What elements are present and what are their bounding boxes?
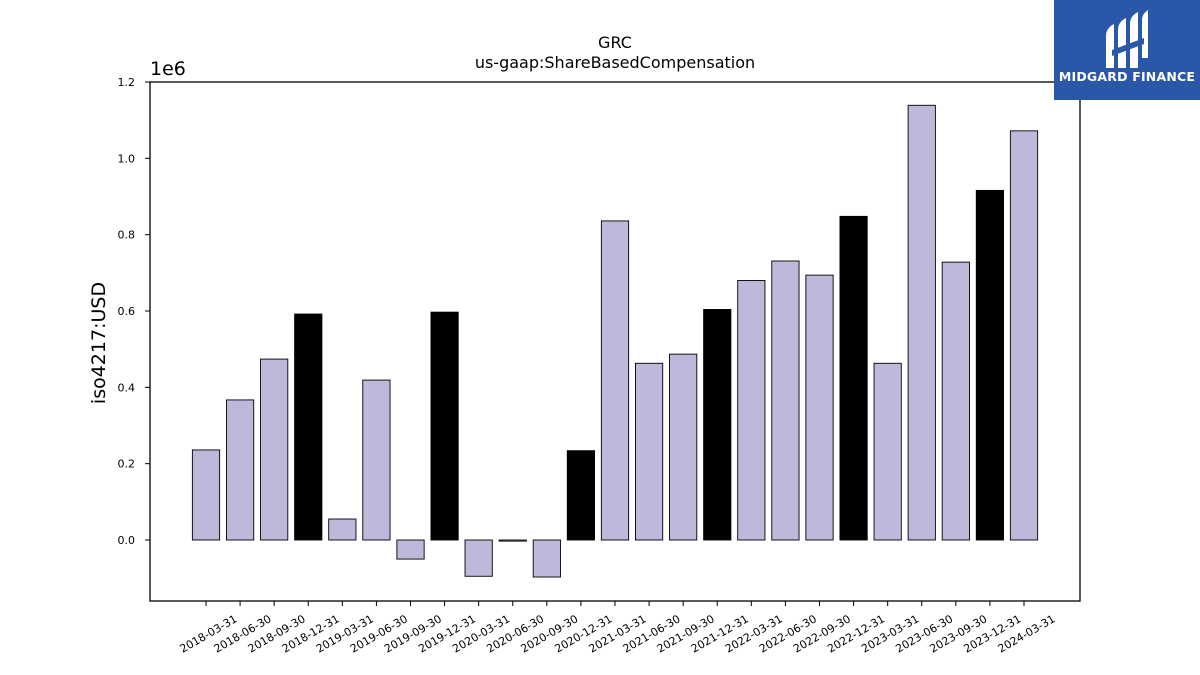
bar-2018-09-30 [260,358,289,541]
bar-2020-09-30 [532,539,561,578]
bar-2023-06-30 [907,104,936,541]
logo-text: MIDGARD FINANCE [1058,69,1196,84]
bar-2021-09-30 [669,353,698,541]
bar-2023-09-30 [941,261,970,541]
bar-2023-03-31 [873,362,902,541]
bar-2022-12-31 [839,215,868,541]
bar-2018-06-30 [225,399,255,541]
bar-2022-06-30 [771,260,800,541]
x-axis: 2018-03-312018-06-302018-09-302018-12-31… [178,601,1058,656]
bar-2018-12-31 [294,313,323,541]
bar-2022-03-31 [737,280,766,541]
bar-2019-06-30 [362,379,391,541]
bar-2021-03-31 [600,220,630,541]
bar-2020-12-31 [566,450,596,541]
bar-2022-09-30 [805,274,834,541]
chart-title: GRC [598,33,632,52]
bar-2019-03-31 [328,518,357,541]
plot-frame [149,81,1081,602]
bar-2021-12-31 [703,309,732,541]
bar-2019-12-31 [430,311,459,541]
y-tick-label: 0.0 [118,534,136,547]
chart-subtitle: us-gaap:ShareBasedCompensation [475,53,755,72]
bars-group [191,104,1039,578]
y-axis-label: iso4217:USD [88,282,110,404]
y-axis: 0.0 0.2 0.4 0.6 0.8 1.0 1.2 [118,76,150,547]
y-axis-multiplier: 1e6 [150,58,186,80]
midgard-finance-logo: MIDGARD FINANCE [1054,0,1200,100]
y-tick-label: 0.4 [118,381,136,394]
y-tick-label: 0.8 [118,229,136,242]
bar-2018-03-31 [191,449,221,541]
bar-2020-06-30 [498,539,527,542]
y-tick-label: 1.0 [118,152,136,165]
y-tick-label: 0.6 [118,305,136,318]
midgard-logo-icon [1106,10,1148,68]
y-tick-label: 1.2 [118,76,136,89]
bar-2024-03-31 [1009,130,1039,541]
bar-2020-03-31 [464,539,493,577]
y-tick-label: 0.2 [118,458,136,471]
bar-2019-09-30 [396,539,425,560]
bar-2021-06-30 [635,362,664,541]
bar-2023-12-31 [975,189,1005,541]
